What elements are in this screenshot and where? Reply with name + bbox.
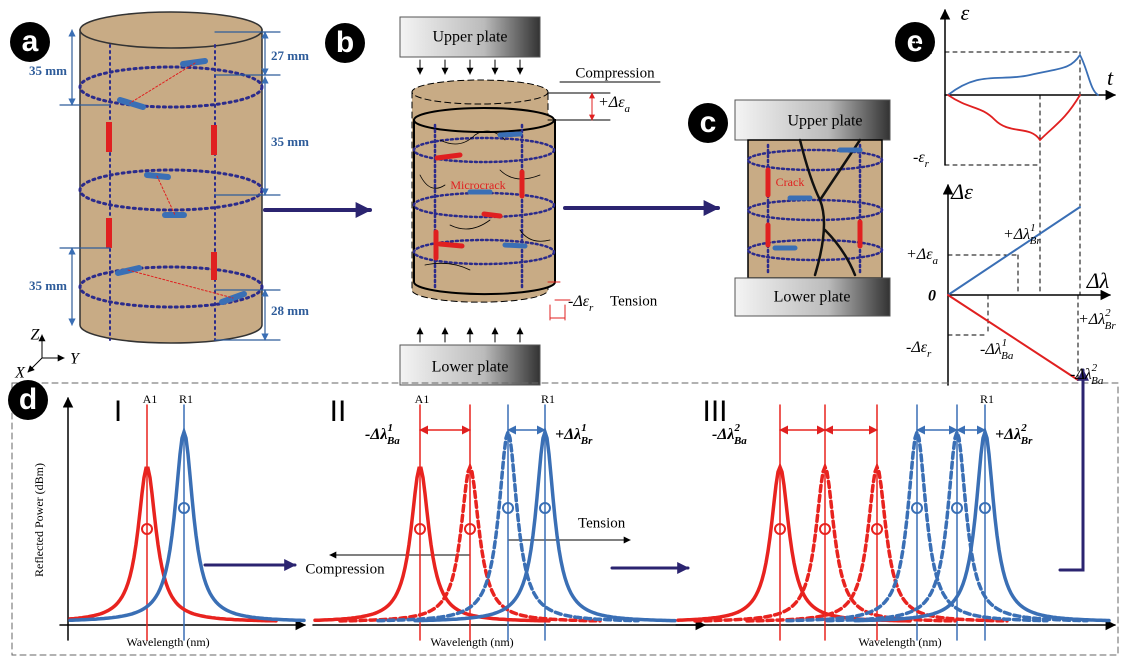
label-sub: Br [1105,320,1117,332]
label-base: +Δε [598,94,625,111]
label-base: +Δε [906,246,933,263]
panel-label: c [700,106,717,139]
stage-label: III [702,395,727,428]
axis-title: Reflected Power (dBm) [32,463,46,577]
peak-label: A1 [415,392,430,406]
label-sup: 1 [1030,222,1036,234]
dimension: 35 mm [29,278,67,293]
axis-label: -Δεr [906,339,932,360]
axis-label: +Δεa [906,246,939,267]
label-base: +Δλ [1003,226,1030,243]
label-sub: a [625,103,631,115]
plate-label: Lower plate [774,289,851,306]
stage-label: I [114,395,122,428]
label-sub: r [925,158,930,170]
load-label: Compression [575,65,655,81]
axis-label: t [1107,65,1114,90]
label-sub: r [589,302,594,314]
crack-label: Microcrack [450,178,505,192]
label-base: +Δλ [995,426,1021,443]
strain-label: +Δεa [598,94,631,115]
plate-label: Lower plate [432,359,509,376]
spectrum-peak [70,432,304,620]
load-label: Tension [610,293,658,309]
peak-label: R1 [980,392,994,406]
layout [12,10,1118,655]
figure: abcde35 mm35 mm27 mm35 mm28 mmZYXUpper p… [0,0,1126,657]
strain-label: -Δεr [568,293,594,314]
peak-label: A1 [143,392,158,406]
axis-label: ε [961,0,970,25]
label-sup: 1 [581,422,587,434]
origin-label: 0 [928,288,936,305]
load-label: Tension [578,515,626,531]
label-base: +Δλ [1078,311,1105,328]
label-sup: 2 [1020,422,1027,434]
label-sub: a [933,255,939,267]
label-sup: 1 [1002,337,1008,349]
panel-label: b [336,26,354,59]
page: abcde35 mm35 mm27 mm35 mm28 mmZYXUpper p… [0,0,1126,657]
label-sub: r [927,348,932,360]
label-sup: 2 [733,422,740,434]
label-base: -Δλ [712,426,734,443]
crack-label: Crack [776,175,805,189]
panel-label: a [22,25,39,58]
label-sup: 2 [1105,307,1111,319]
axis-label: Y [70,351,81,368]
axis-title: Wavelength (nm) [430,635,513,649]
dimension: 27 mm [271,48,309,63]
label-sup: 1 [387,422,393,434]
label-base: +ε [910,36,928,53]
label-sub: a [927,45,933,57]
peak-label: R1 [179,392,193,406]
load-label: Compression [305,561,385,577]
stage-label: II [330,395,347,428]
label-base: -Δε [568,293,590,310]
label-sub: Ba [1001,350,1014,362]
axis-title: Wavelength (nm) [858,635,941,649]
axis-label: Δλ [1086,268,1109,293]
label-base: -Δλ [980,341,1002,358]
label-sub: Ba [1091,375,1104,387]
label-sub: Ba [386,435,400,447]
axis-label: X [14,365,26,382]
axis-label: -εr [913,149,930,170]
label-base: -Δλ [1070,366,1092,383]
label-sup: 2 [1092,362,1098,374]
label-base: +Δλ [555,426,581,443]
axis-title: Wavelength (nm) [126,635,209,649]
plate-label: Upper plate [787,113,862,130]
label-sub: Br [1020,435,1033,447]
dimension: 35 mm [271,134,309,149]
dimension: 35 mm [29,63,67,78]
peak-label: R1 [541,392,555,406]
spectrum-peak [678,467,910,621]
label-sub: Br [1030,235,1042,247]
panel-label: d [19,383,37,416]
label-sub: Br [580,435,593,447]
label-base: -Δε [906,339,928,356]
axis-label: Δε [950,179,973,204]
dimension: 28 mm [271,303,309,318]
spectrum-peak [70,468,276,621]
plate-label: Upper plate [432,29,507,46]
label-base: -Δλ [365,426,387,443]
label-sub: Ba [733,435,747,447]
axis-label: Z [31,327,41,344]
label-base: -ε [913,149,925,166]
